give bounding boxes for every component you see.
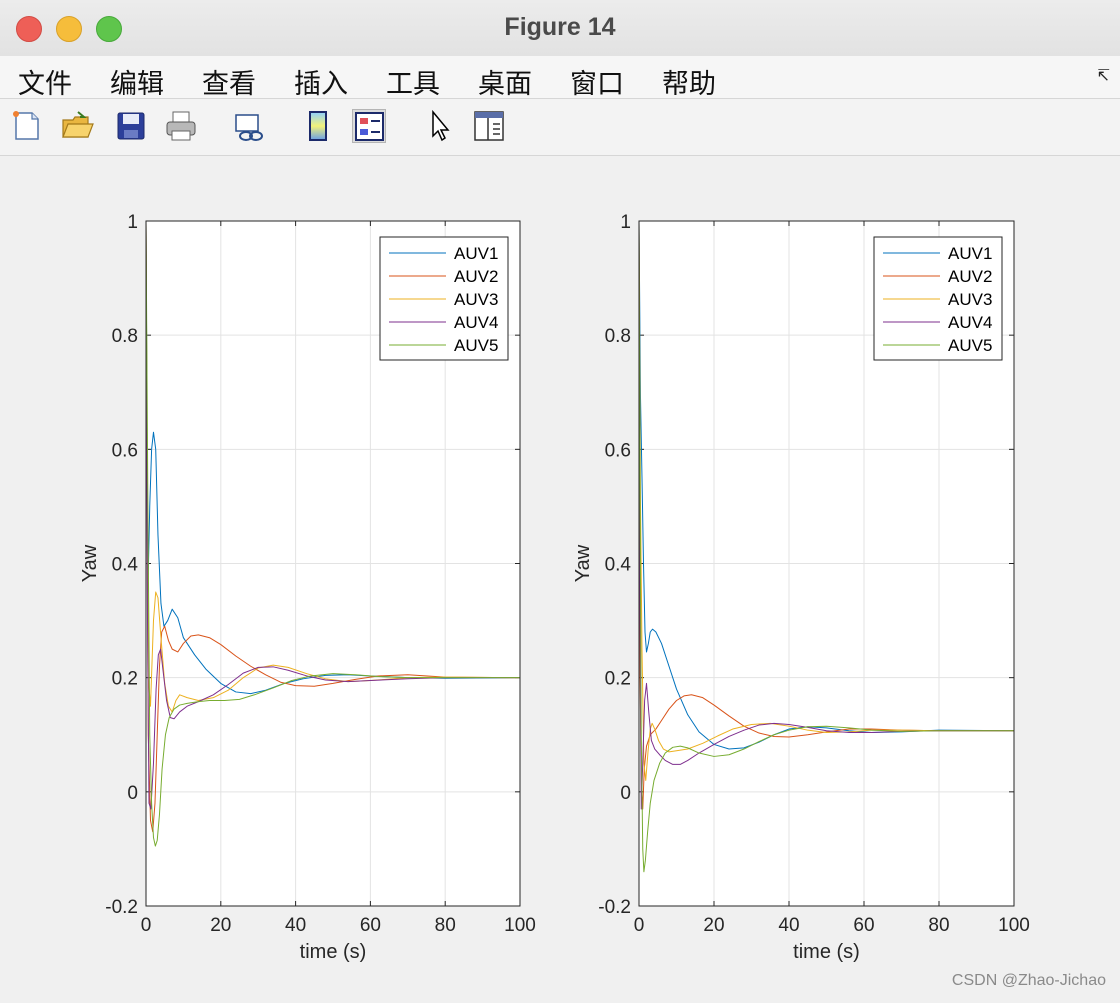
save-icon[interactable] bbox=[114, 109, 148, 143]
figure-area: 0 20 40 60 80 100 -0.2 0 0.2 0.4 0.6 0.8 1 time (s) Ya… bbox=[0, 155, 1120, 998]
menu-window[interactable]: 窗口 bbox=[570, 69, 624, 100]
y-tick-label: 0.4 bbox=[112, 555, 139, 576]
series-line-auv2 bbox=[145, 220, 521, 833]
y-tick-label: 0.2 bbox=[605, 669, 631, 690]
y-tick-label: 0.6 bbox=[112, 440, 138, 461]
minimize-window-button[interactable] bbox=[56, 16, 82, 42]
y-tick-label: 1 bbox=[620, 212, 631, 233]
x-tick-label: 60 bbox=[360, 915, 381, 936]
legend: AUV1 AUV2 AUV3 AUV4 AUV5 bbox=[873, 236, 1003, 361]
legend-label-auv3: AUV3 bbox=[948, 290, 992, 309]
legend-label-auv5: AUV5 bbox=[454, 336, 498, 355]
x-tick-label: 0 bbox=[634, 915, 645, 936]
property-inspector-icon[interactable] bbox=[472, 109, 506, 143]
series-line-auv4 bbox=[145, 220, 520, 810]
series-line-auv5 bbox=[638, 220, 1014, 873]
insert-colorbar-icon[interactable] bbox=[302, 109, 336, 143]
open-file-icon[interactable] bbox=[60, 109, 94, 143]
legend-label-auv4: AUV4 bbox=[948, 313, 992, 332]
x-tick-label: 60 bbox=[853, 915, 874, 936]
x-tick-label: 0 bbox=[141, 915, 152, 936]
y-tick-label: 0.2 bbox=[112, 669, 138, 690]
y-tick-label: 0.6 bbox=[605, 440, 631, 461]
link-plot-icon[interactable] bbox=[232, 109, 266, 143]
series-line-auv2 bbox=[638, 220, 1014, 810]
x-tick-label: 40 bbox=[285, 915, 306, 936]
x-tick-label: 100 bbox=[504, 915, 536, 936]
toolbar bbox=[0, 99, 1120, 156]
legend-label-auv2: AUV2 bbox=[454, 267, 498, 286]
y-tick-label: 0.4 bbox=[605, 555, 632, 576]
legend-label-auv1: AUV1 bbox=[948, 244, 992, 263]
x-tick-label: 20 bbox=[210, 915, 231, 936]
series-line-auv4 bbox=[638, 220, 1014, 810]
y-tick-label: 0 bbox=[620, 783, 631, 804]
print-icon[interactable] bbox=[164, 109, 198, 143]
series-line-auv1 bbox=[638, 220, 1015, 750]
watermark: CSDN @Zhao-Jichao bbox=[951, 972, 1106, 989]
y-axis-label: Yaw bbox=[572, 544, 594, 582]
y-tick-label: 0 bbox=[127, 783, 138, 804]
series-line-auv1 bbox=[145, 220, 521, 695]
menu-help[interactable]: 帮助 bbox=[662, 69, 716, 100]
maximize-window-button[interactable] bbox=[96, 16, 122, 42]
corner-arrow-icon[interactable]: ↸ bbox=[1096, 68, 1110, 85]
edit-plot-pointer-icon[interactable] bbox=[424, 109, 458, 143]
legend-label-auv4: AUV4 bbox=[454, 313, 498, 332]
x-axis-label: time (s) bbox=[300, 941, 367, 963]
y-tick-label: -0.2 bbox=[598, 897, 631, 918]
x-tick-label: 20 bbox=[703, 915, 724, 936]
legend: AUV1 AUV2 AUV3 AUV4 AUV5 bbox=[379, 236, 509, 361]
x-axis-label: time (s) bbox=[793, 941, 860, 963]
insert-legend-icon[interactable] bbox=[352, 109, 386, 143]
new-figure-icon[interactable] bbox=[10, 109, 44, 143]
x-tick-label: 80 bbox=[435, 915, 456, 936]
y-tick-label: 0.8 bbox=[112, 326, 138, 347]
y-tick-label: 0.8 bbox=[605, 326, 631, 347]
x-tick-label: 100 bbox=[998, 915, 1030, 936]
menu-bar: 文件 编辑 查看 插入 工具 桌面 窗口 帮助 ↸ bbox=[0, 56, 1120, 100]
legend-label-auv1: AUV1 bbox=[454, 244, 498, 263]
menu-insert[interactable]: 插入 bbox=[294, 69, 348, 100]
window-title: Figure 14 bbox=[504, 13, 616, 41]
menu-edit[interactable]: 编辑 bbox=[110, 69, 164, 100]
title-bar: Figure 14 bbox=[0, 0, 1120, 56]
x-tick-label: 80 bbox=[928, 915, 949, 936]
y-tick-label: -0.2 bbox=[105, 897, 138, 918]
menu-file[interactable]: 文件 bbox=[18, 69, 72, 100]
y-tick-label: 1 bbox=[127, 212, 138, 233]
legend-label-auv3: AUV3 bbox=[454, 290, 498, 309]
legend-label-auv2: AUV2 bbox=[948, 267, 992, 286]
axes-frame bbox=[638, 220, 1015, 907]
menu-desktop[interactable]: 桌面 bbox=[478, 69, 532, 100]
axes-frame bbox=[145, 220, 521, 907]
legend-label-auv5: AUV5 bbox=[948, 336, 992, 355]
series-line-auv5 bbox=[145, 220, 520, 847]
close-window-button[interactable] bbox=[16, 16, 42, 42]
x-tick-label: 40 bbox=[778, 915, 799, 936]
menu-tools[interactable]: 工具 bbox=[386, 69, 440, 100]
menu-view[interactable]: 查看 bbox=[202, 69, 256, 100]
y-axis-label: Yaw bbox=[79, 544, 101, 582]
